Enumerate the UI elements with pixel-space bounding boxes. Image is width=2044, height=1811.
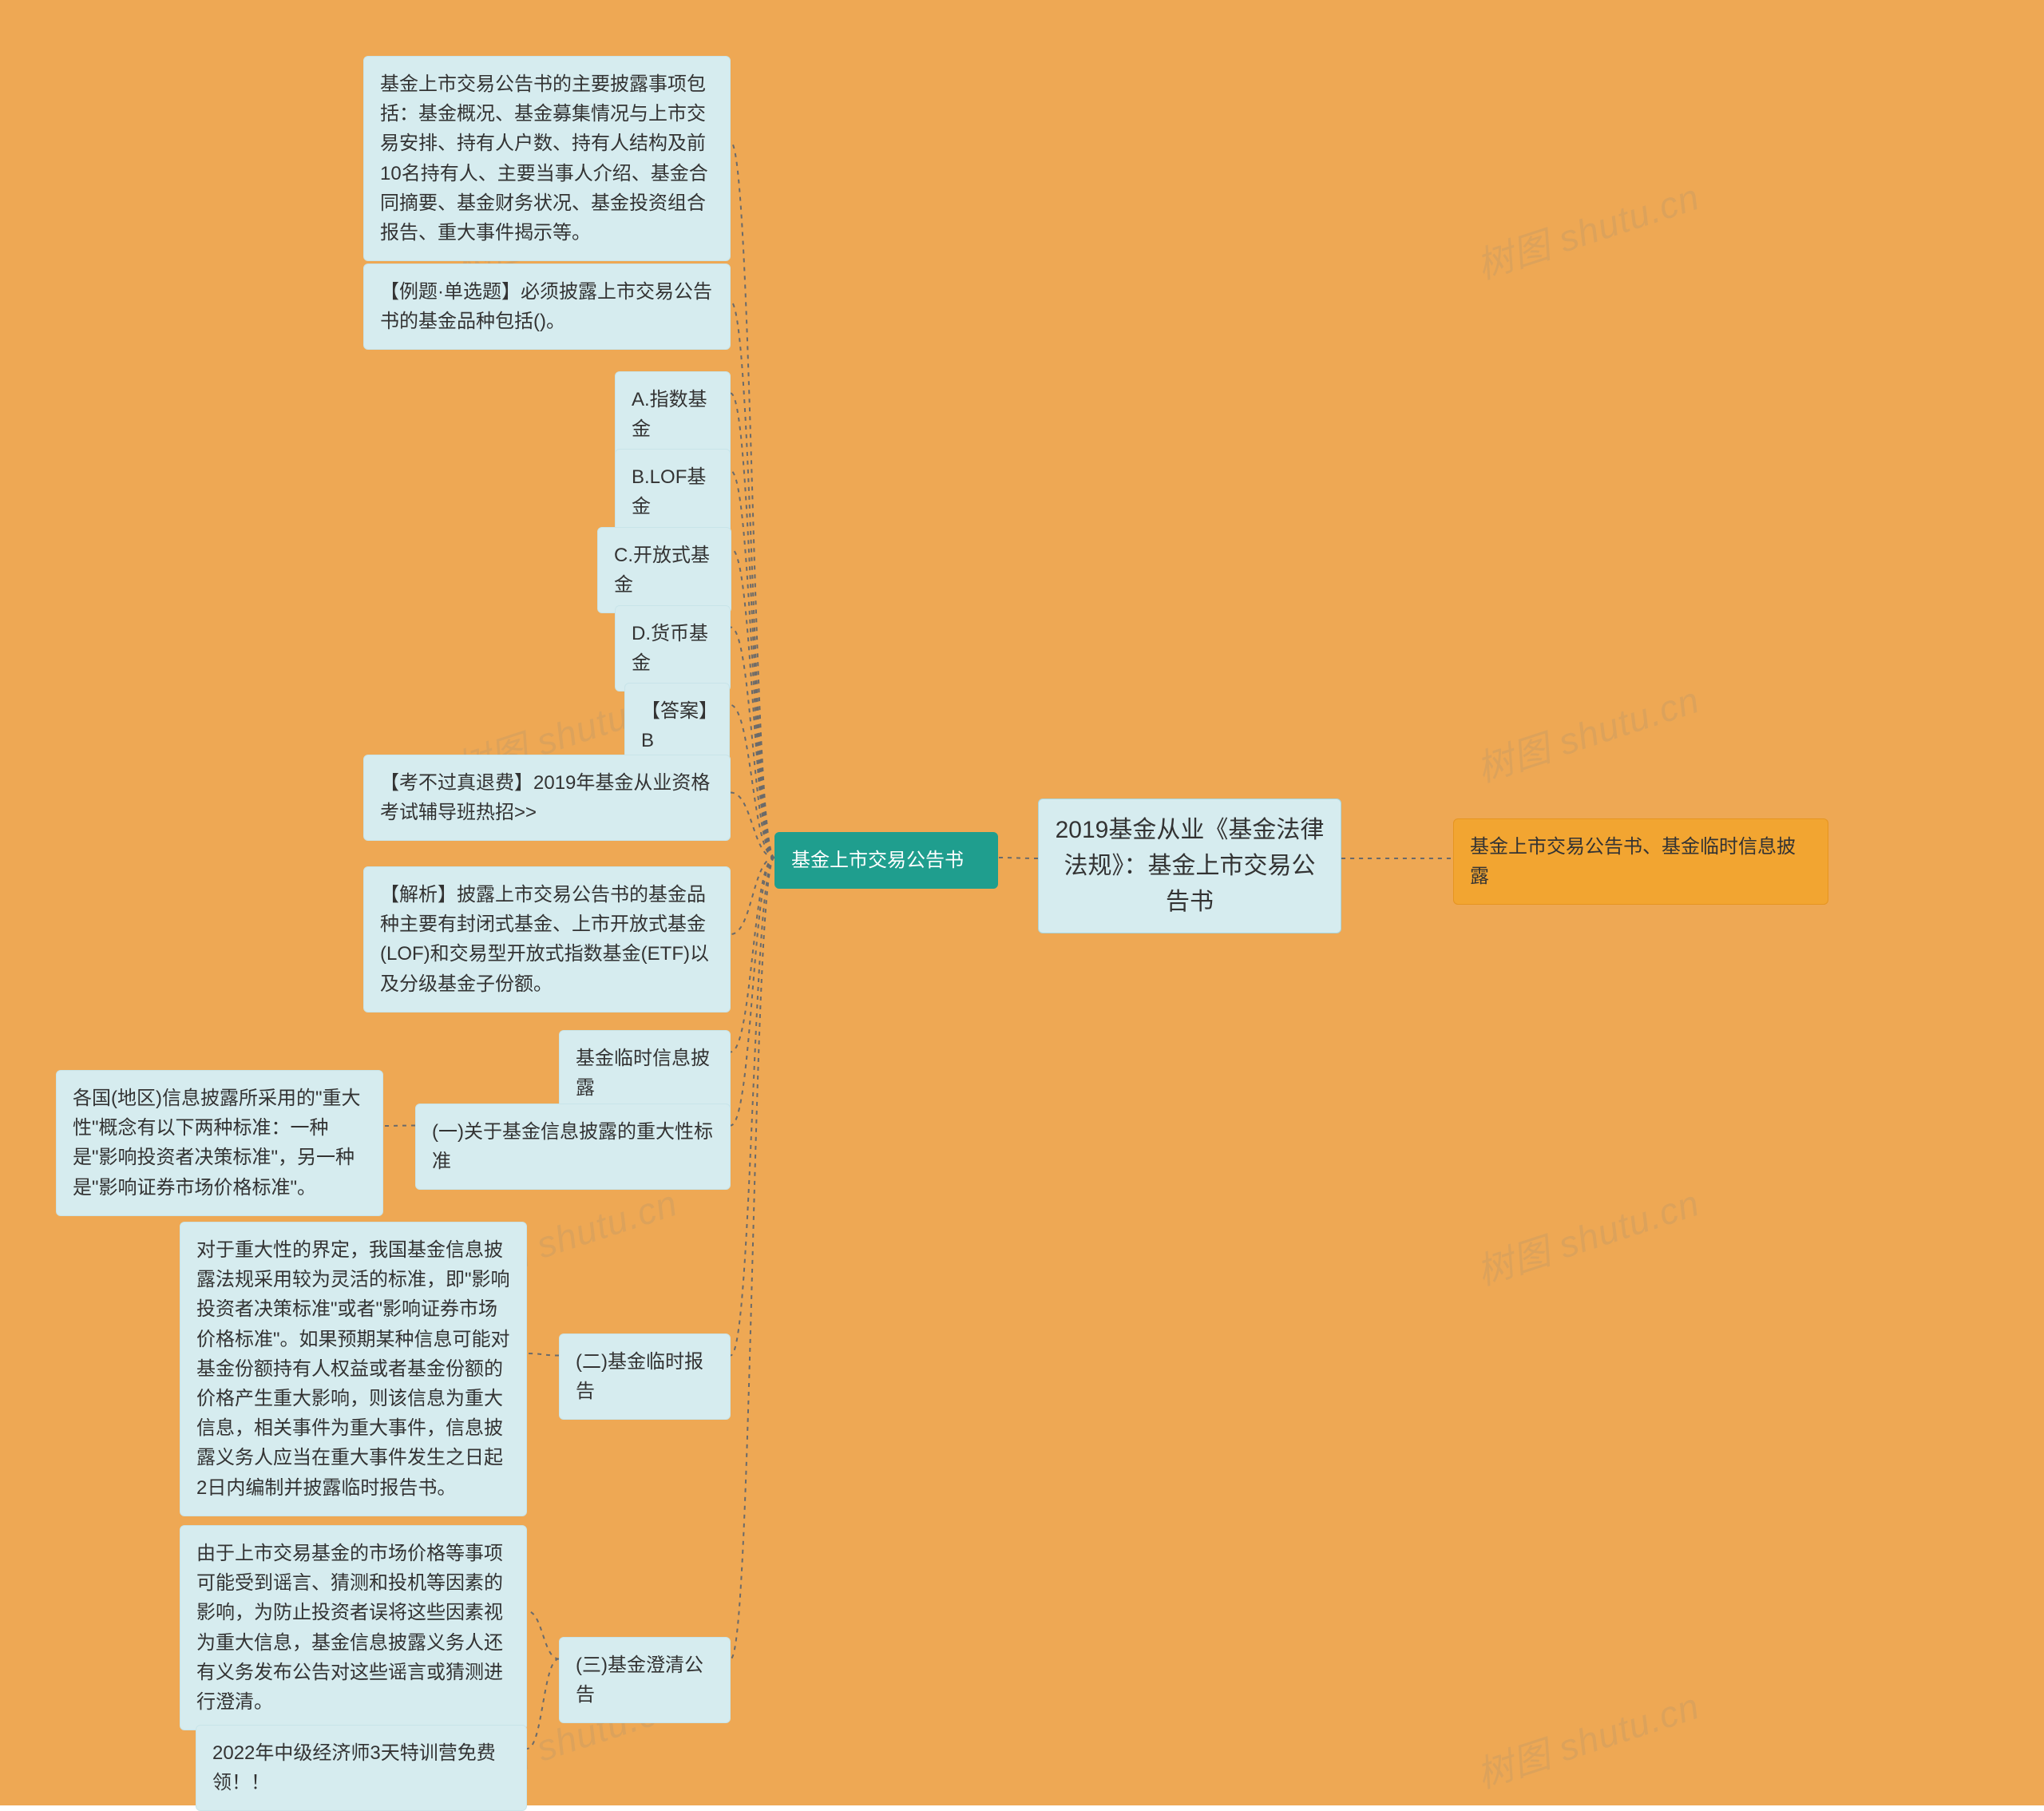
node-n13c[interactable]: 2022年中级经济师3天特训营免费领！！ <box>196 1725 527 1811</box>
node-n3[interactable]: A.指数基金 <box>615 371 731 458</box>
node-n12b[interactable]: 对于重大性的界定，我国基金信息披露法规采用较为灵活的标准，即"影响投资者决策标准… <box>180 1222 527 1516</box>
edge <box>731 858 774 1356</box>
node-n12[interactable]: (二)基金临时报告 <box>559 1333 731 1420</box>
node-n2[interactable]: 【例题·单选题】必须披露上市交易公告书的基金品种包括()。 <box>363 264 731 350</box>
edge <box>527 1353 559 1356</box>
edge <box>731 858 774 1659</box>
edge <box>731 858 774 1052</box>
node-n5[interactable]: C.开放式基金 <box>597 527 731 613</box>
watermark: 树图 shutu.cn <box>1469 1677 1705 1798</box>
watermark: 树图 shutu.cn <box>1469 671 1705 792</box>
edge <box>731 302 774 858</box>
node-branch[interactable]: 基金上市交易公告书 <box>774 832 998 889</box>
node-n6[interactable]: D.货币基金 <box>615 605 731 692</box>
edge <box>731 549 774 858</box>
node-n13[interactable]: (三)基金澄清公告 <box>559 1637 731 1723</box>
watermark: 树图 shutu.cn <box>1469 168 1705 289</box>
node-n9[interactable]: 【解析】披露上市交易公告书的基金品种主要有封闭式基金、上市开放式基金(LOF)和… <box>363 866 731 1012</box>
edge <box>731 628 774 858</box>
node-n1[interactable]: 基金上市交易公告书的主要披露事项包括：基金概况、基金募集情况与上市交易安排、持有… <box>363 56 731 261</box>
node-right1[interactable]: 基金上市交易公告书、基金临时信息披露 <box>1453 818 1828 905</box>
node-n8[interactable]: 【考不过真退费】2019年基金从业资格考试辅导班热招>> <box>363 755 731 841</box>
edge <box>731 858 774 1126</box>
node-root[interactable]: 2019基金从业《基金法律法规》：基金上市交易公告书 <box>1038 799 1341 933</box>
watermark: 树图 shutu.cn <box>1469 1174 1705 1295</box>
edge <box>730 705 774 858</box>
edge <box>527 1659 559 1750</box>
edge <box>731 858 774 934</box>
edge <box>731 142 774 858</box>
node-n11[interactable]: (一)关于基金信息披露的重大性标准 <box>415 1104 731 1190</box>
node-n11b[interactable]: 各国(地区)信息披露所采用的"重大性"概念有以下两种标准：一种是"影响投资者决策… <box>56 1070 383 1216</box>
node-n13b[interactable]: 由于上市交易基金的市场价格等事项可能受到谣言、猜测和投机等因素的影响，为防止投资… <box>180 1525 527 1730</box>
node-n4[interactable]: B.LOF基金 <box>615 449 731 535</box>
edge <box>527 1611 559 1659</box>
edge <box>383 1126 415 1127</box>
edge <box>731 793 774 858</box>
edge <box>731 471 774 858</box>
mindmap-canvas: 树图 shutu.cn 树图 shutu.cn 树图 shutu.cn 树图 shut… <box>0 0 2044 1805</box>
edge <box>731 394 774 858</box>
